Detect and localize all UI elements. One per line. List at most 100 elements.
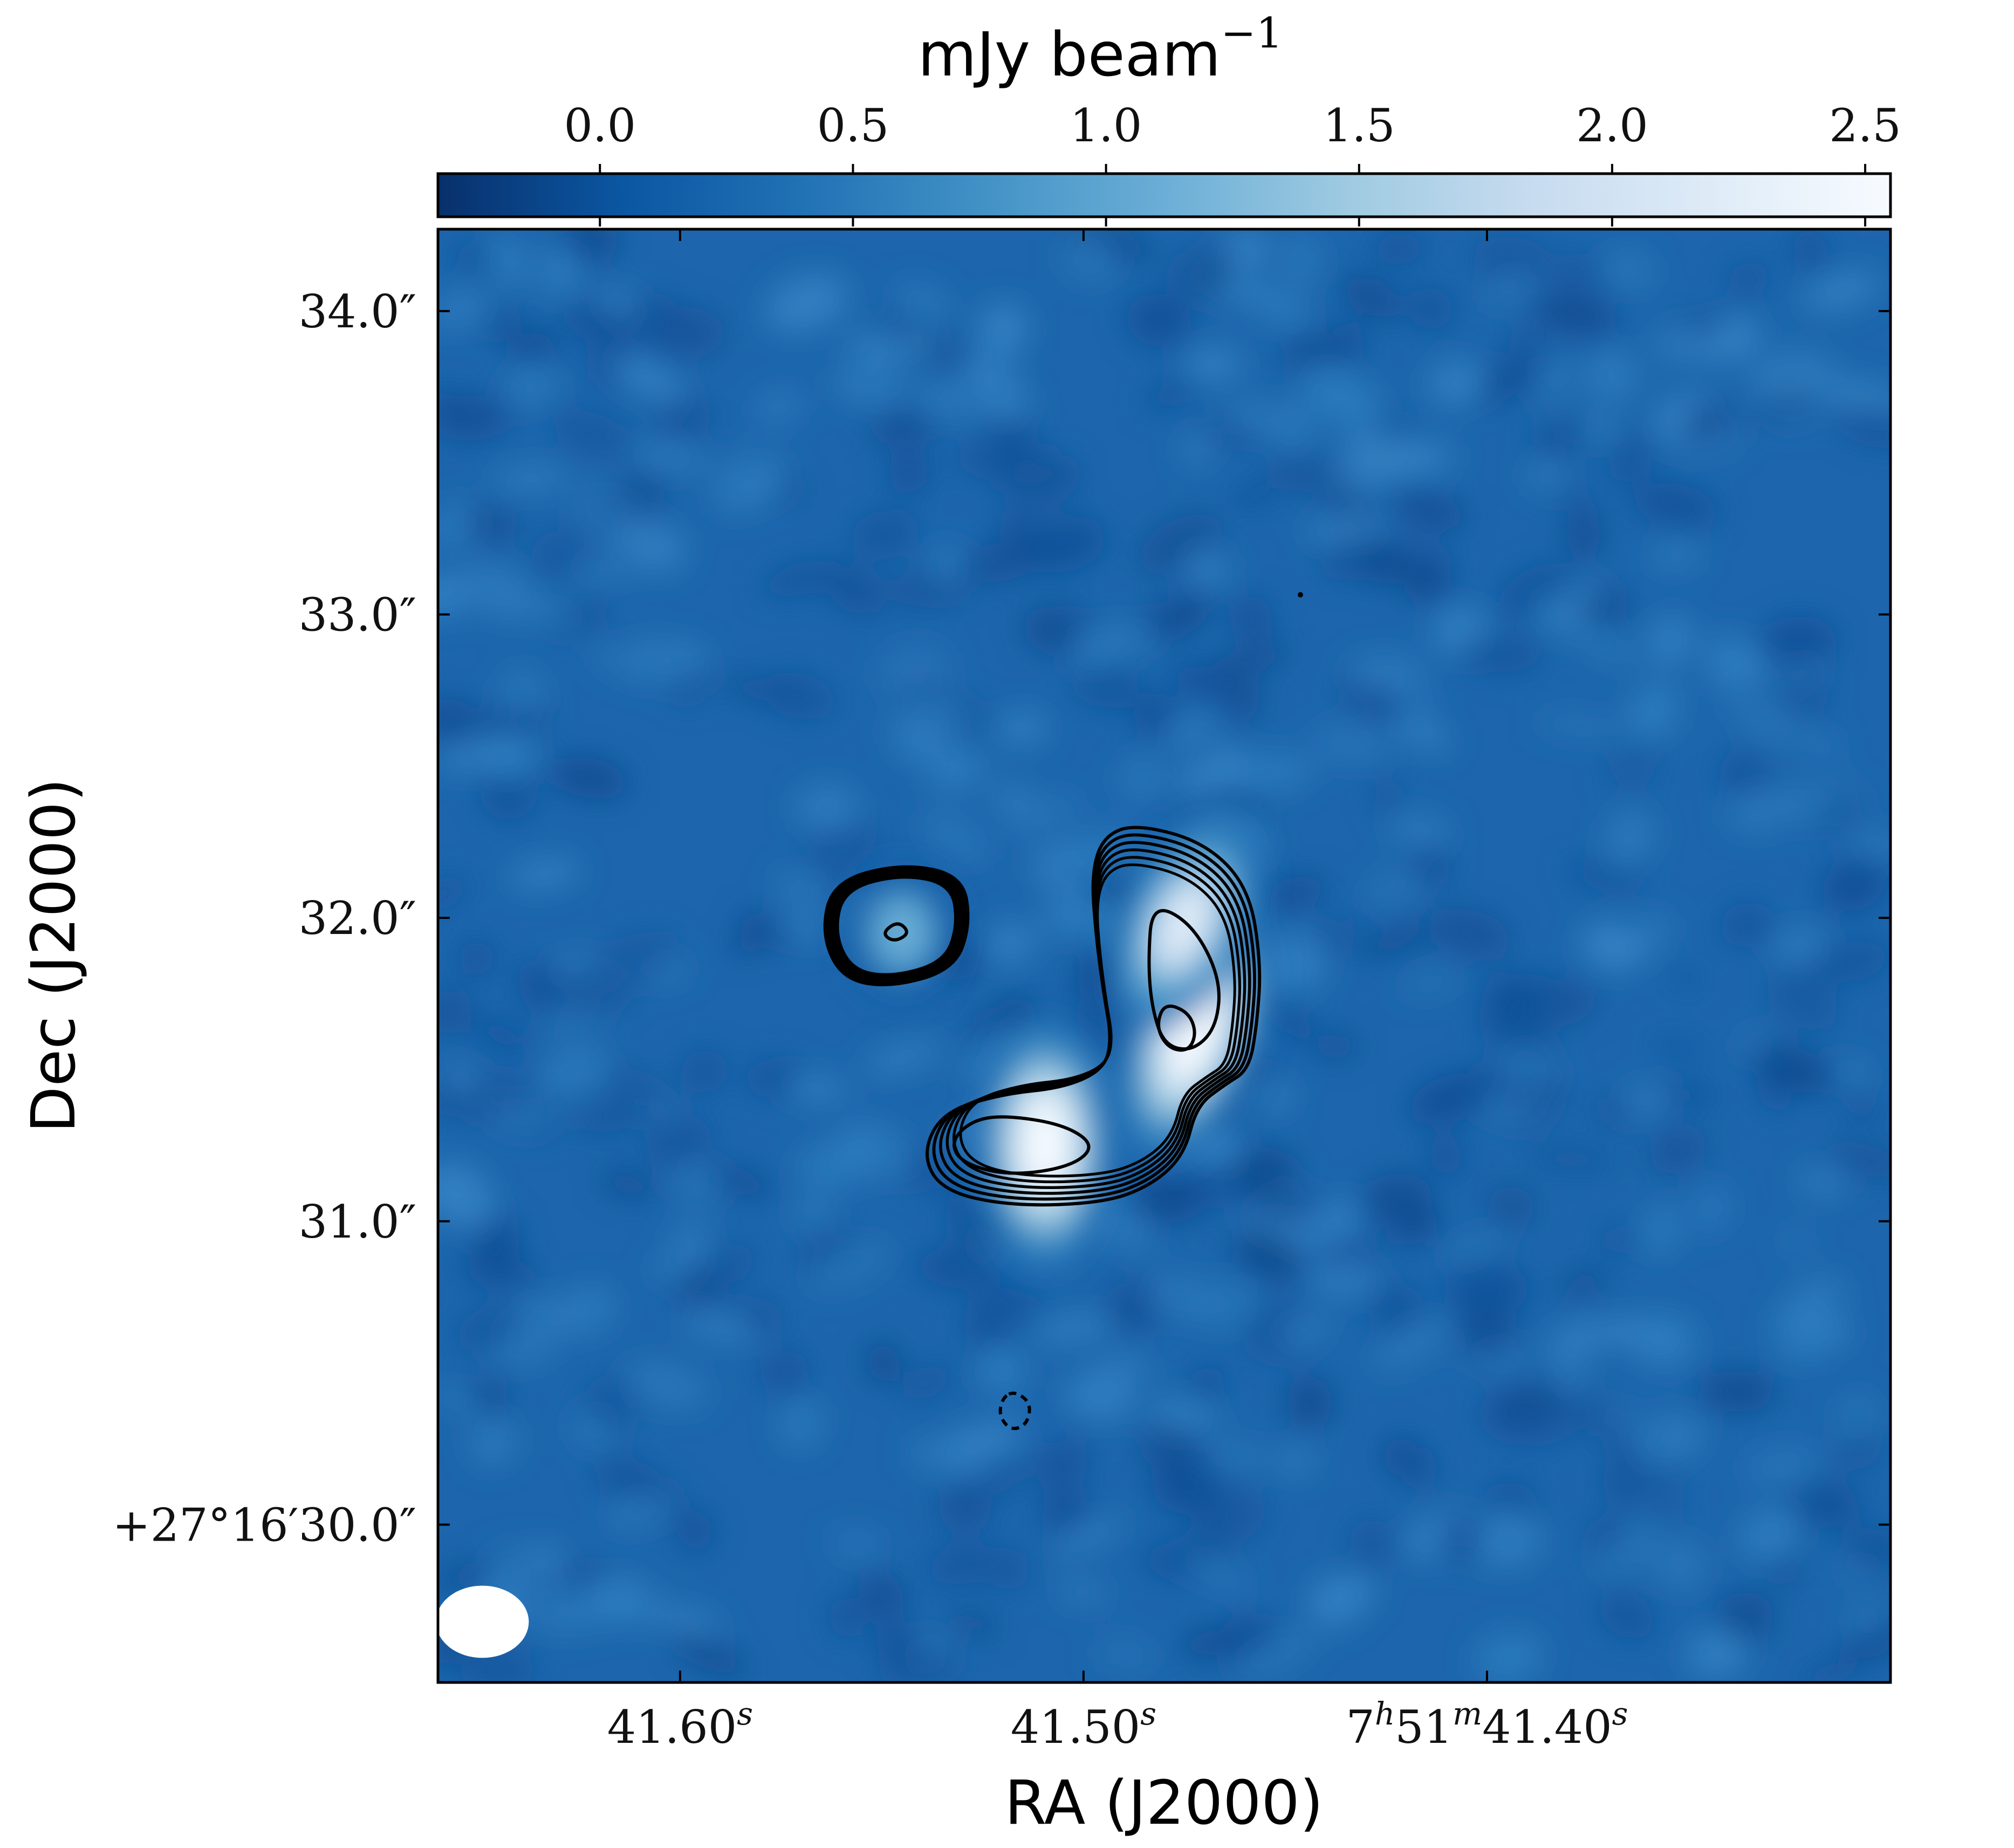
noise-blob <box>810 1242 889 1290</box>
contour-line <box>1147 909 1221 1051</box>
noise-blob <box>1799 1657 1859 1682</box>
noise-blob <box>1033 1314 1113 1343</box>
noise-blob <box>624 1361 708 1410</box>
noise-blob <box>457 940 496 977</box>
noise-blob <box>1361 541 1415 584</box>
noise-blob <box>1444 1263 1531 1315</box>
noise-blob <box>1554 1352 1587 1391</box>
noise-blob <box>509 596 586 628</box>
noise-blob <box>1465 1515 1543 1567</box>
noise-blob <box>1439 1516 1483 1562</box>
noise-blob <box>455 1307 523 1350</box>
noise-blob <box>490 235 528 286</box>
noise-blob <box>1317 1033 1358 1061</box>
noise-blob <box>1661 1083 1718 1105</box>
noise-blob <box>979 1349 1024 1392</box>
noise-blob <box>681 1315 759 1341</box>
noise-blob <box>1373 780 1403 812</box>
noise-blob <box>1528 1148 1615 1171</box>
noise-blob <box>677 1509 714 1552</box>
noise-blob <box>1720 902 1772 948</box>
noise-blob <box>1061 232 1118 283</box>
noise-blob <box>1068 229 1153 260</box>
noise-blob <box>915 1250 1000 1289</box>
noise-blob <box>850 511 919 558</box>
beam-ellipse <box>438 1585 529 1658</box>
noise-blob <box>519 960 559 1011</box>
noise-blob <box>1473 1632 1542 1682</box>
noise-blob <box>1348 1518 1394 1569</box>
noise-blob <box>1193 1275 1260 1323</box>
noise-blob <box>464 708 552 737</box>
noise-blob <box>1456 1308 1517 1357</box>
noise-blob <box>1633 1316 1696 1368</box>
noise-blob <box>876 644 953 697</box>
noise-blob <box>1768 1560 1800 1586</box>
noise-blob <box>1373 232 1425 265</box>
noise-blob <box>1568 580 1606 604</box>
noise-blob <box>1084 1350 1149 1398</box>
noise-blob <box>1802 271 1881 311</box>
noise-blob <box>777 912 831 942</box>
noise-blob <box>848 333 894 366</box>
noise-blob <box>1427 359 1484 406</box>
noise-blob <box>1743 1446 1820 1485</box>
noise-blob <box>1649 1037 1709 1059</box>
noise-blob <box>1264 875 1327 911</box>
noise-blob <box>1531 290 1618 338</box>
noise-blob <box>472 1378 508 1418</box>
noise-blob <box>1681 401 1736 441</box>
noise-blob <box>1484 349 1539 382</box>
noise-blob <box>1608 434 1652 484</box>
noise-blob <box>438 395 513 441</box>
noise-blob <box>1093 1638 1157 1671</box>
noise-blob <box>1204 422 1255 444</box>
noise-blob <box>955 1464 1039 1500</box>
noise-blob <box>1037 1440 1090 1487</box>
noise-blob <box>902 1364 954 1402</box>
noise-blob <box>1182 347 1244 382</box>
noise-blob <box>1648 542 1703 569</box>
noise-blob <box>1046 898 1131 936</box>
noise-blob <box>1007 795 1083 834</box>
noise-blob <box>979 1287 1040 1317</box>
noise-blob <box>1797 1167 1847 1197</box>
noise-blob <box>443 283 495 310</box>
noise-blob <box>920 812 989 863</box>
noise-blob <box>1586 350 1637 401</box>
noise-blob <box>1457 636 1543 672</box>
noise-blob <box>1365 868 1425 907</box>
noise-blob <box>1221 682 1262 721</box>
noise-blob <box>1273 402 1314 451</box>
contour-line <box>959 863 1236 1178</box>
noise-blob <box>673 1160 722 1206</box>
noise-blob <box>1236 485 1270 507</box>
noise-blob <box>492 467 570 491</box>
noise-blob <box>1846 829 1890 857</box>
colorbar-gradient <box>438 174 1890 217</box>
noise-blob <box>1053 1515 1126 1559</box>
noise-blob <box>1056 1581 1109 1604</box>
noise-blob <box>1408 1073 1488 1125</box>
noise-blob <box>1428 1138 1464 1176</box>
noise-blob <box>488 1543 532 1597</box>
noise-blob <box>994 452 1077 502</box>
noise-blob <box>1223 402 1290 431</box>
noise-blob <box>1686 1630 1748 1678</box>
noise-blob <box>1670 967 1703 991</box>
noise-blob <box>1286 1376 1333 1428</box>
contour-line <box>823 865 970 986</box>
noise-blob <box>585 1377 638 1431</box>
noise-blob <box>1806 942 1890 983</box>
noise-blob <box>1248 1146 1301 1184</box>
noise-blob <box>1386 813 1453 847</box>
noise-blob <box>1750 352 1835 400</box>
noise-blob <box>866 1342 901 1383</box>
noise-blob <box>1229 595 1273 640</box>
noise-blob <box>1072 664 1138 708</box>
noise-blob <box>1648 1126 1708 1174</box>
x-tick-label: 7h51m41.40s <box>1346 1695 1628 1754</box>
noise-blob <box>606 1496 669 1529</box>
noise-blob <box>761 672 837 720</box>
noise-blob <box>1407 287 1454 330</box>
